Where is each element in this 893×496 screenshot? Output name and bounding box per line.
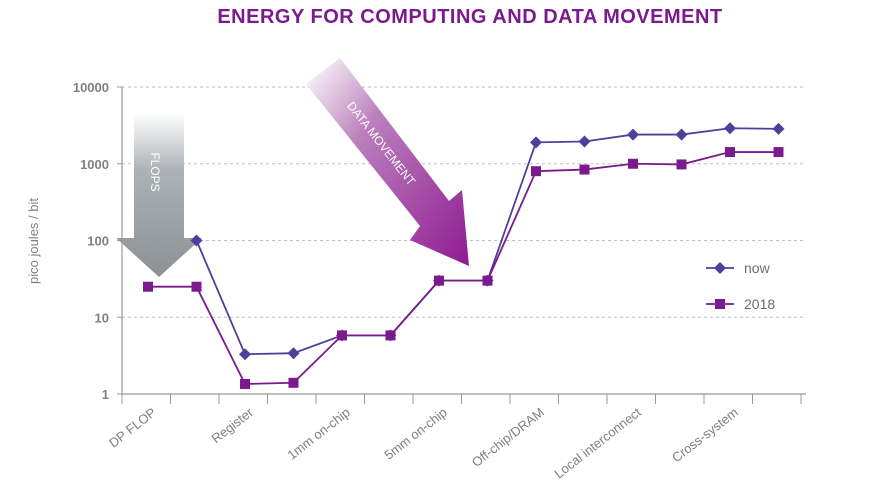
data-point-2018	[385, 330, 396, 341]
data-point-2018	[676, 159, 687, 170]
chart-title: ENERGY FOR COMPUTING AND DATA MOVEMENT	[217, 6, 722, 28]
x-tick-label: Local interconnect	[551, 404, 644, 481]
grid	[122, 86, 806, 318]
data-point-2018	[579, 164, 590, 175]
y-tick-label: 1000	[80, 157, 109, 172]
data-point-2018	[143, 281, 153, 292]
data-movement-arrow-annotation: DATA MOVEMENT	[306, 58, 469, 266]
data-point-2018	[191, 281, 202, 292]
data-point-now	[724, 122, 736, 135]
flops-arrow-annotation: FLOPS	[116, 112, 202, 277]
data-point-2018	[240, 378, 250, 389]
data-point-2018	[628, 158, 638, 169]
y-tick-label: 1	[102, 387, 109, 402]
legend: now 2018	[706, 260, 775, 312]
series-markers	[143, 122, 785, 389]
data-point-now	[239, 348, 251, 361]
legend-label-now: now	[744, 260, 771, 276]
flops-arrow-label: FLOPS	[148, 152, 162, 191]
legend-label-2018: 2018	[744, 296, 775, 312]
data-point-2018	[725, 147, 735, 158]
data-point-now	[772, 122, 785, 135]
data-point-now	[190, 234, 203, 247]
x-tick-label: Register	[208, 404, 256, 446]
series-line-2018	[148, 151, 779, 385]
flops-arrow	[116, 112, 202, 277]
y-axis-label: pico joules / bit	[26, 198, 41, 284]
data-point-2018	[288, 377, 299, 388]
x-tick-label: DP FLOP	[106, 405, 159, 451]
data-point-now	[530, 136, 542, 149]
data-point-2018	[531, 166, 541, 177]
y-ticks: 1 10 100 1000 10000	[73, 80, 122, 402]
data-point-2018	[482, 275, 493, 286]
data-point-now	[287, 347, 300, 360]
x-ticks: DP FLOP Register 1mm on-chip 5mm on-chip Off…	[106, 394, 802, 481]
data-movement-arrow	[306, 58, 469, 266]
x-tick-label: Cross-system	[669, 405, 741, 466]
data-point-2018	[434, 275, 444, 286]
data-point-2018	[773, 147, 784, 158]
x-tick-label: Off-chip/DRAM	[469, 405, 547, 470]
data-point-2018	[337, 330, 347, 341]
legend-marker-2018	[715, 299, 725, 309]
x-tick-label: 1mm on-chip	[284, 405, 352, 463]
data-point-now	[578, 135, 591, 148]
data-point-now	[675, 128, 688, 141]
legend-marker-now	[714, 262, 726, 274]
data-point-now	[627, 128, 639, 141]
y-tick-label: 100	[87, 234, 109, 249]
y-tick-label: 10000	[73, 80, 109, 95]
y-tick-label: 10	[95, 310, 109, 325]
x-tick-label: 5mm on-chip	[381, 405, 449, 463]
